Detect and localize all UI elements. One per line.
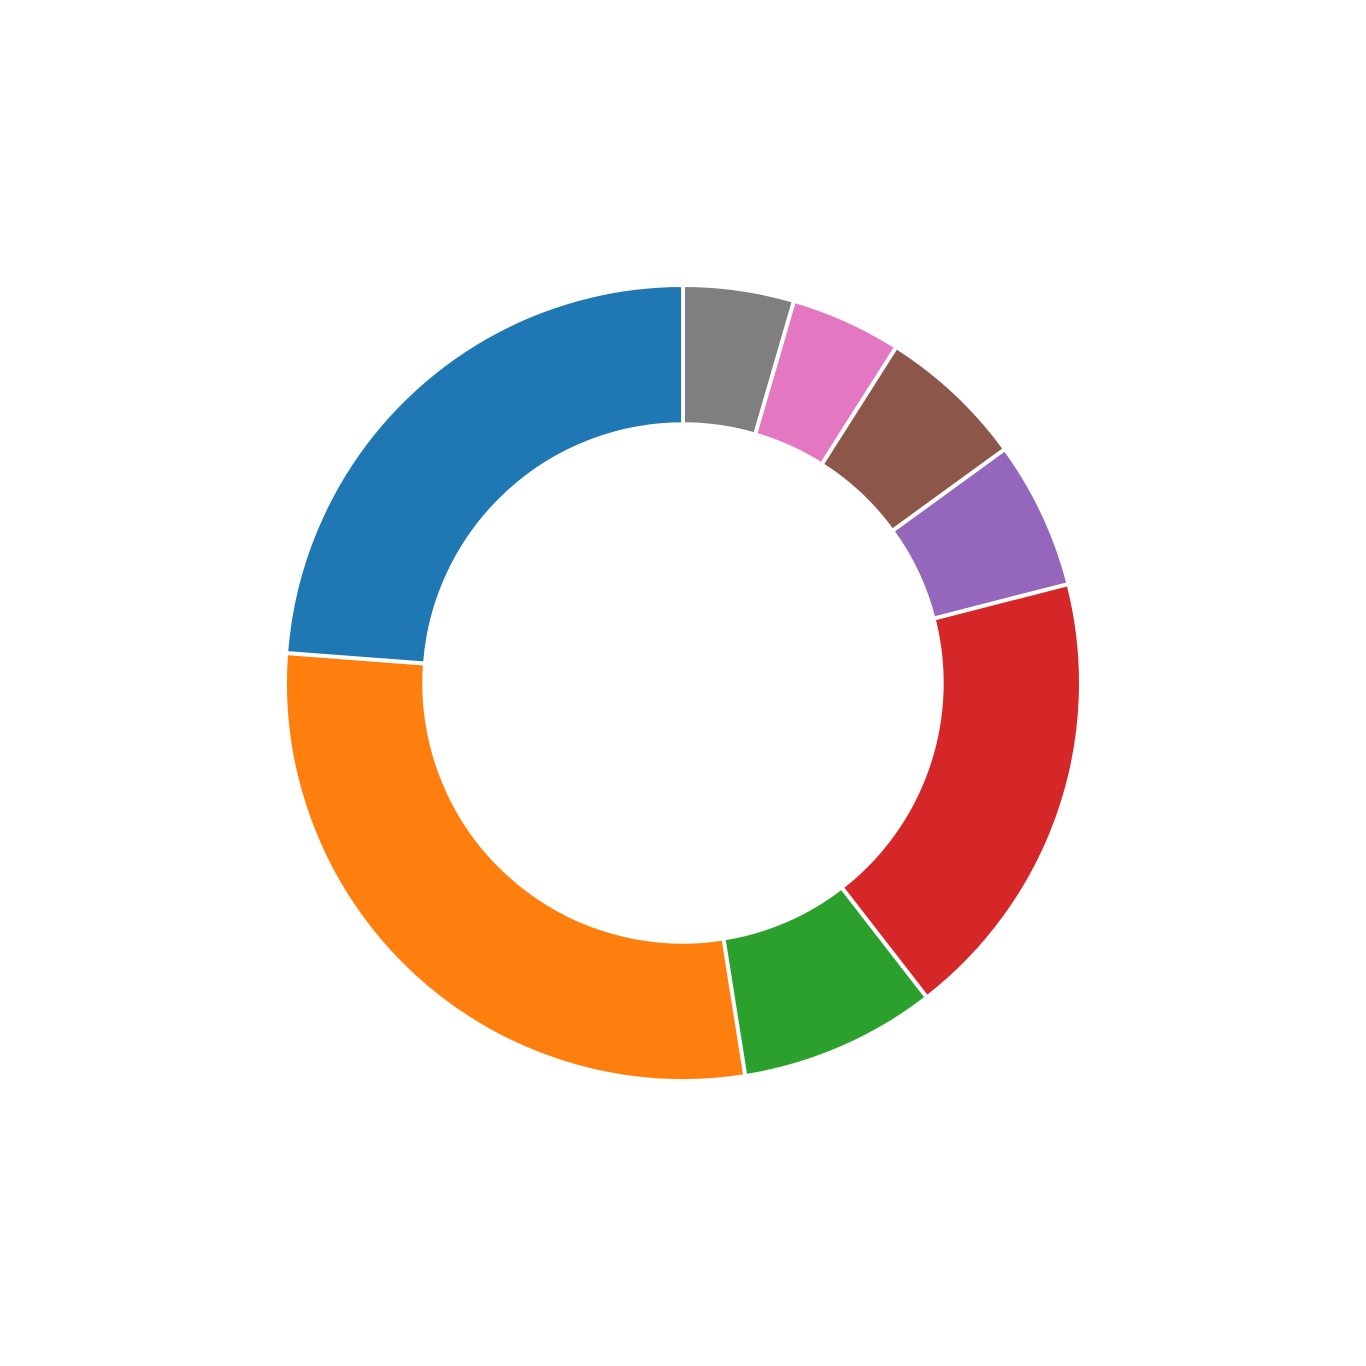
donut-slice-5 bbox=[838, 581, 1084, 1001]
donut-slice-8 bbox=[283, 282, 685, 666]
donut-slice-7 bbox=[283, 650, 748, 1083]
donut-slices bbox=[283, 282, 1084, 1083]
